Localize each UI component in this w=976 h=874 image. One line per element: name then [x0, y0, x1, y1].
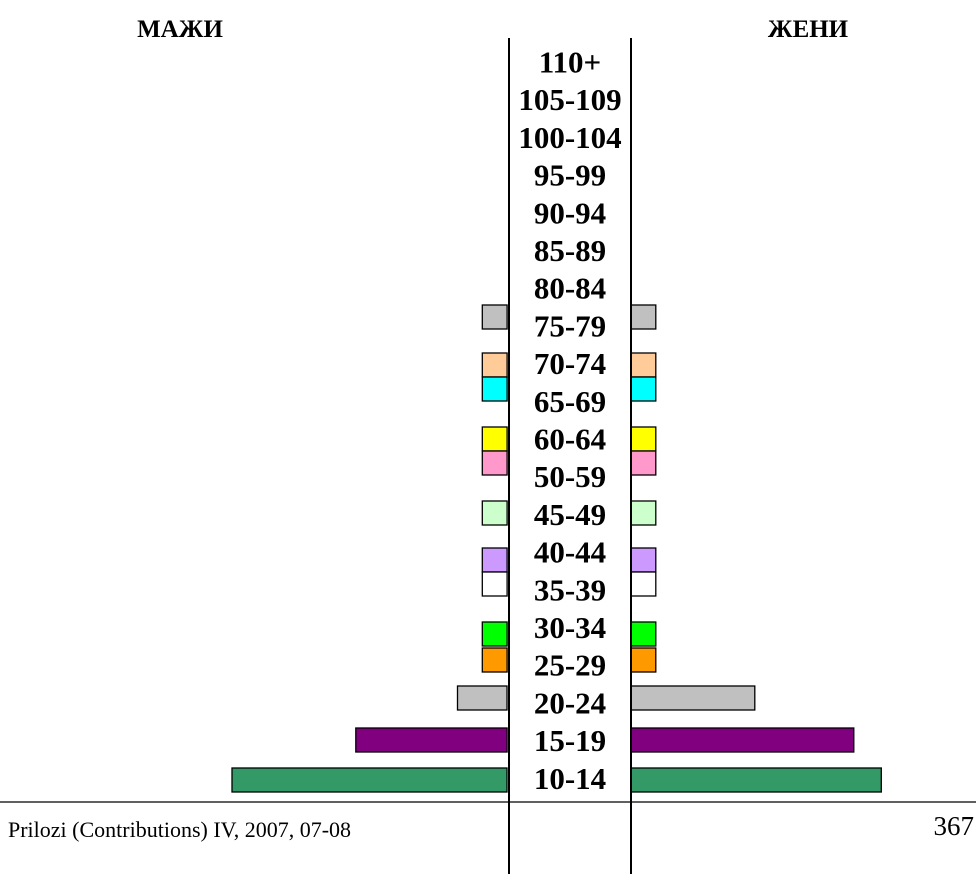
- bar-female-50-59: [630, 450, 657, 476]
- age-label-60-64: 60-64: [534, 422, 606, 457]
- bar-male-50-59: [481, 450, 508, 476]
- age-label-20-24: 20-24: [534, 685, 606, 720]
- page-number: 367: [934, 811, 975, 841]
- bar-male-20-24: [456, 685, 508, 711]
- bar-female-15-19: [630, 727, 855, 753]
- bar-female-25-29: [630, 647, 657, 673]
- bar-female-45-49: [630, 500, 657, 526]
- bar-male-40-44: [481, 547, 508, 573]
- bar-female-35-39: [630, 571, 657, 597]
- bar-female-10-14: [630, 767, 882, 793]
- bars-group: [231, 304, 882, 793]
- bar-male-25-29: [481, 647, 508, 673]
- bar-male-10-14: [231, 767, 508, 793]
- age-label-95-99: 95-99: [534, 158, 606, 193]
- males-heading: МАЖИ: [137, 16, 223, 43]
- bar-female-30-34: [630, 621, 657, 647]
- age-label-110plus: 110+: [539, 45, 601, 80]
- age-label-25-29: 25-29: [534, 648, 606, 683]
- bar-male-30-34: [481, 621, 508, 647]
- age-label-90-94: 90-94: [534, 195, 606, 230]
- bar-male-70-74: [481, 352, 508, 378]
- females-heading: ЖЕНИ: [768, 16, 849, 43]
- bar-female-65-69: [630, 376, 657, 402]
- bar-female-75-79: [630, 304, 657, 330]
- age-label-65-69: 65-69: [534, 384, 606, 419]
- bar-female-20-24: [630, 685, 756, 711]
- age-label-35-39: 35-39: [534, 572, 606, 607]
- age-label-105-109: 105-109: [518, 82, 621, 117]
- bar-male-65-69: [481, 376, 508, 402]
- bar-male-60-64: [481, 426, 508, 452]
- age-label-70-74: 70-74: [534, 346, 606, 381]
- age-label-100-104: 100-104: [518, 120, 621, 155]
- age-labels-group: 110+105-109100-10495-9990-9485-8980-8475…: [518, 45, 621, 796]
- footer-citation: Prilozi (Contributions) IV, 2007, 07-08: [8, 817, 351, 842]
- age-label-85-89: 85-89: [534, 233, 606, 268]
- age-label-50-59: 50-59: [534, 459, 606, 494]
- age-label-30-34: 30-34: [534, 610, 606, 645]
- age-label-80-84: 80-84: [534, 271, 606, 306]
- bar-female-40-44: [630, 547, 657, 573]
- age-label-15-19: 15-19: [534, 723, 606, 758]
- bar-male-45-49: [481, 500, 508, 526]
- bar-male-35-39: [481, 571, 508, 597]
- bar-male-15-19: [355, 727, 508, 753]
- bar-female-60-64: [630, 426, 657, 452]
- bar-female-70-74: [630, 352, 657, 378]
- age-label-40-44: 40-44: [534, 535, 606, 570]
- age-label-75-79: 75-79: [534, 308, 606, 343]
- bar-male-75-79: [481, 304, 508, 330]
- age-label-45-49: 45-49: [534, 497, 606, 532]
- age-label-10-14: 10-14: [534, 761, 606, 796]
